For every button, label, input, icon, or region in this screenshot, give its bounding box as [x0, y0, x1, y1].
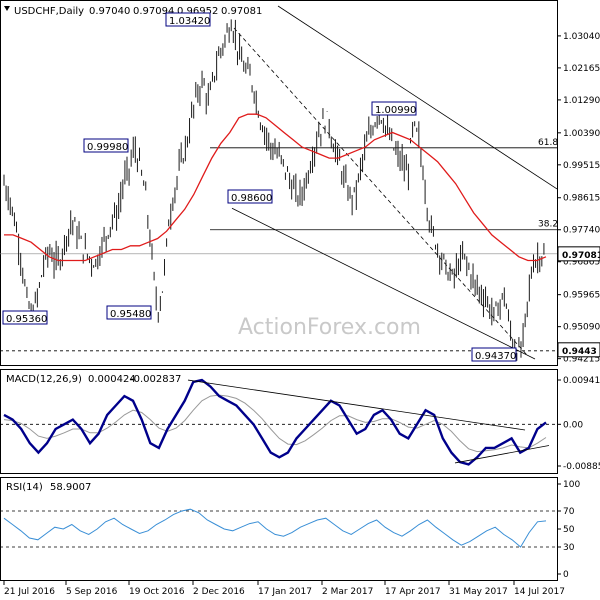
close-value: 0.97081	[221, 6, 262, 17]
channel-mid-dashed-line	[233, 27, 528, 356]
macd-label: MACD(12,26,9)	[6, 374, 82, 385]
axes-group: 1.03040 1.02165 1.01290 1.00390 0.99515 0.986…	[3, 32, 600, 597]
price-y-tick-label: 0.95965	[563, 291, 600, 301]
rsi-value: 58.9007	[50, 482, 91, 493]
macd-y-tick-label: -0.008852	[563, 462, 600, 472]
collapse-arrow-icon[interactable]	[4, 6, 10, 11]
x-tick-label: 21 Jul 2016	[4, 587, 55, 597]
support-price-tag: 0.9443	[562, 347, 597, 357]
x-tick-label: 31 May 2017	[449, 587, 508, 597]
price-y-tick-label: 1.03040	[563, 32, 600, 42]
macd-signal-line	[3, 394, 547, 453]
x-tick-label: 17 Apr 2017	[385, 587, 441, 597]
symbol-label: USDCHF,Daily	[14, 6, 84, 17]
high-value: 0.97094	[133, 6, 174, 17]
price-y-tick-label: 0.98615	[563, 194, 600, 204]
price-y-tick-label: 0.94215	[563, 355, 600, 365]
price-y-tick-label: 1.02165	[563, 64, 600, 74]
price-y-tick-label: 0.96865	[563, 258, 600, 268]
price-annotation-label: 0.95480	[110, 309, 151, 320]
rsi-label: RSI(14)	[6, 482, 43, 493]
rsi-line	[3, 508, 547, 548]
price-panel	[0, 0, 558, 366]
price-annotation-box	[106, 305, 152, 320]
price-annotation-box	[83, 138, 129, 153]
channel-lower-line	[231, 207, 536, 360]
price-annotation-box	[371, 101, 417, 116]
current-price-tag-box	[557, 246, 600, 262]
channel-upper-line	[277, 5, 558, 190]
watermark: ActionForex.com	[238, 315, 421, 340]
rsi-y-tick-label: 50	[563, 525, 575, 535]
x-tick-label: 2 Dec 2016	[193, 587, 245, 597]
macd-plot-group	[0, 378, 557, 466]
price-annotation-label: 1.00990	[375, 105, 416, 116]
rsi-plot-group	[0, 508, 557, 548]
macd-trendline-lower	[454, 445, 550, 464]
macd-signal-value: -0.002837	[130, 374, 181, 385]
price-y-tick-label: 1.01290	[563, 96, 600, 106]
rsi-y-tick-label: 70	[563, 507, 575, 517]
price-y-tick-label: 0.97740	[563, 226, 600, 236]
support-price-tag-box	[557, 342, 600, 358]
x-tick-label: 14 Jul 2017	[514, 587, 565, 597]
price-annotation-label: 0.98600	[231, 193, 272, 204]
price-annotation-label: 0.94370	[475, 351, 516, 362]
price-annotation-box	[165, 12, 211, 27]
price-annotation-label: 0.95360	[6, 314, 47, 325]
price-plot-group: 61.8 38.2 1.03420 0.99980 0.98600 1.00990 0.95…	[0, 5, 558, 362]
price-annotation-label: 1.03420	[169, 16, 210, 27]
rsi-y-tick-label: 30	[563, 543, 575, 553]
price-annotation-box	[227, 189, 273, 204]
fib-level-label: 38.2	[538, 220, 558, 230]
x-tick-label: 2 Mar 2017	[322, 587, 373, 597]
moving-average-line	[4, 113, 547, 262]
x-tick-label: 17 Jan 2017	[258, 587, 312, 597]
macd-y-tick-label: 0.00	[563, 420, 583, 430]
macd-value: 0.000424	[88, 374, 136, 385]
price-y-tick-label: 0.95090	[563, 323, 600, 333]
macd-line	[3, 378, 547, 466]
price-annotation-box	[471, 347, 517, 362]
price-y-tick-label: 1.00390	[563, 129, 600, 139]
x-tick-label: 5 Sep 2016	[66, 587, 118, 597]
current-price-tag: 0.97081	[562, 251, 600, 261]
fib-level-label: 61.8	[538, 138, 558, 148]
macd-trendline-upper	[187, 379, 526, 431]
price-annotation-label: 0.99980	[87, 142, 128, 153]
rsi-y-tick-label: 0	[563, 570, 569, 580]
rsi-panel	[0, 477, 558, 581]
open-value: 0.97040	[89, 6, 130, 17]
price-annotation-box	[2, 310, 48, 325]
x-tick-label: 19 Oct 2016	[129, 587, 185, 597]
price-y-tick-label: 0.99515	[563, 161, 600, 171]
macd-y-tick-label: 0.009411	[563, 376, 600, 386]
low-value: 0.96952	[177, 6, 218, 17]
rsi-y-tick-label: 100	[563, 480, 580, 490]
